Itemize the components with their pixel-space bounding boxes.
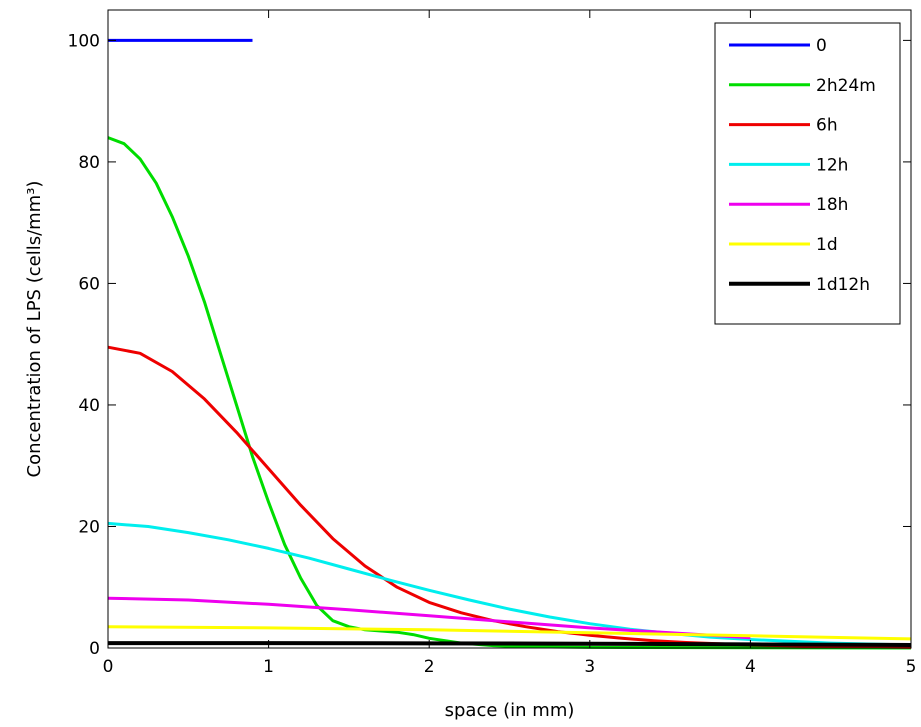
y-tick-label-0: 0: [89, 639, 100, 659]
series-layer: [107, 38, 912, 650]
legend-label-3: 12h: [816, 155, 848, 175]
x-tick-label-3: 3: [584, 657, 595, 677]
plot-frame: [107, 9, 912, 649]
x-axis-title: space (in mm): [445, 700, 575, 721]
legend-label-6: 1d12h: [816, 275, 870, 295]
y-tick-label-1: 20: [78, 517, 100, 537]
y-axis-title: Concentration of LPS (cells/mm³): [24, 181, 45, 478]
legend: 0 2h24m 6h 12h 18h 1d 1d12h: [714, 22, 901, 325]
legend-items: 0 2h24m 6h 12h 18h 1d 1d12h: [729, 36, 876, 295]
y-tick-label-4: 80: [78, 153, 100, 173]
x-tick-label-1: 1: [263, 657, 274, 677]
x-tick-label-0: 0: [103, 657, 114, 677]
series-line-3: [107, 521, 912, 647]
legend-label-1: 2h24m: [816, 76, 876, 96]
y-tick-label-2: 40: [78, 396, 100, 416]
x-tick-label-2: 2: [424, 657, 435, 677]
tick-layer: 0 1 2 3 4 5 0 20 40 60 80 100: [68, 10, 917, 677]
legend-label-2: 6h: [816, 116, 838, 136]
series-line-5: [107, 625, 912, 641]
y-tick-label-5: 100: [68, 31, 100, 51]
series-line-4: [107, 596, 751, 640]
legend-box: [714, 22, 901, 325]
legend-label-5: 1d: [816, 235, 838, 255]
x-tick-label-4: 4: [745, 657, 756, 677]
series-line-6: [108, 641, 912, 647]
legend-label-4: 18h: [816, 195, 848, 215]
y-tick-label-3: 60: [78, 274, 100, 294]
x-tick-label-5: 5: [906, 657, 917, 677]
series-line-2: [107, 345, 912, 649]
legend-label-0: 0: [816, 36, 827, 56]
